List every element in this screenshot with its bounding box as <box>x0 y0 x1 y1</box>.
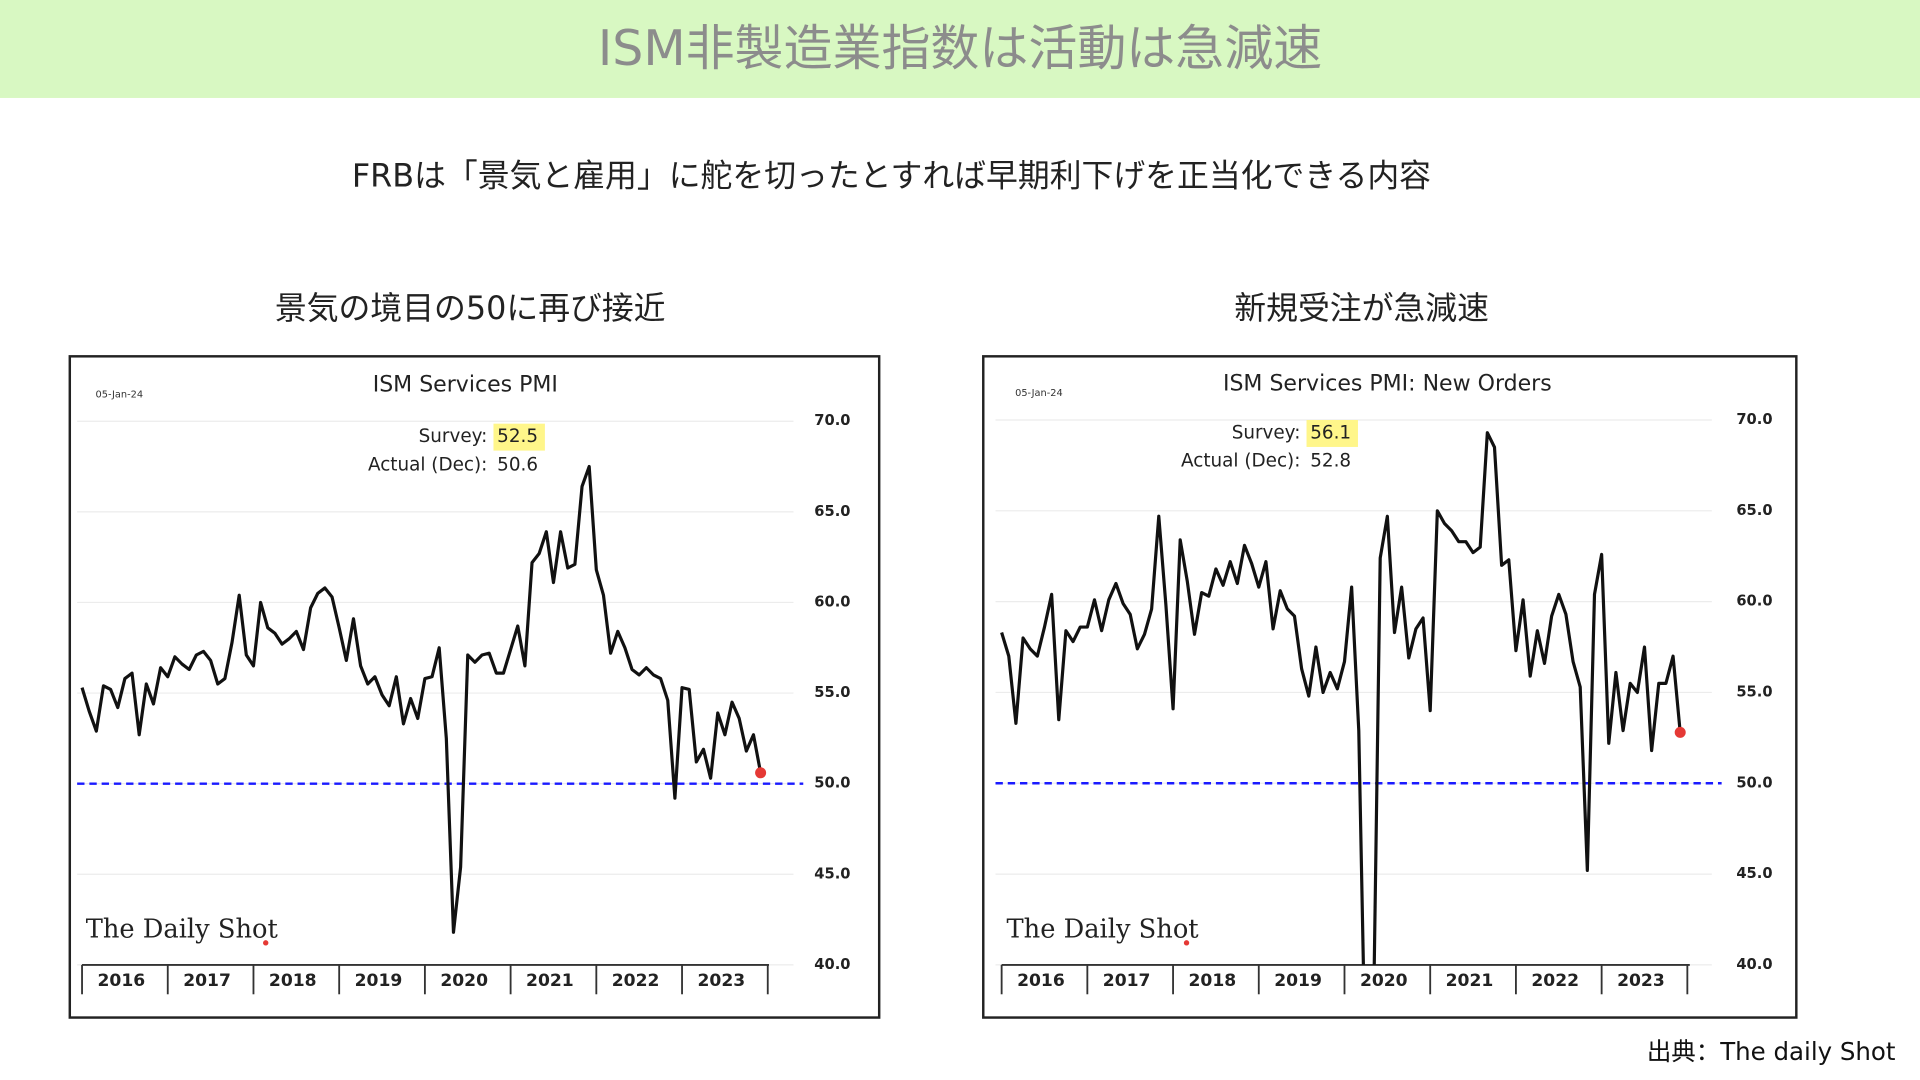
x-tick-label: 2019 <box>1274 971 1322 991</box>
y-tick-label: 60.0 <box>1736 593 1772 610</box>
panel-heading: 景気の境目の50に再び接近 <box>275 289 666 327</box>
y-tick-label: 50.0 <box>1736 774 1772 791</box>
logo-dot <box>1183 940 1190 946</box>
date-label: 05-Jan-24 <box>96 389 144 400</box>
chart-title: ISM Services PMI <box>373 373 558 398</box>
logo: The Daily Shot <box>86 915 279 945</box>
x-tick-label: 2023 <box>697 971 745 991</box>
actual-value: 52.8 <box>1310 451 1351 472</box>
y-tick-label: 40.0 <box>1736 956 1772 973</box>
date-label: 05-Jan-24 <box>1015 388 1063 399</box>
y-tick-label: 40.0 <box>814 956 850 973</box>
chart-frame <box>982 355 1798 1019</box>
y-tick-label: 60.0 <box>814 593 850 610</box>
survey-highlight <box>1306 420 1358 447</box>
panel-heading: 新規受注が急減速 <box>1234 289 1489 327</box>
x-tick-label: 2019 <box>355 971 403 991</box>
actual-label: Actual (Dec): <box>368 454 487 475</box>
y-tick-label: 65.0 <box>1736 502 1772 519</box>
y-tick-label: 70.0 <box>1736 411 1772 428</box>
plot <box>1000 431 1682 965</box>
logo: The Daily Shot <box>1007 915 1200 945</box>
data-line <box>1000 431 1682 965</box>
x-tick-label: 2016 <box>1017 971 1065 991</box>
header-band <box>0 0 1920 98</box>
subtitle: FRBは「景気と雇用」に舵を切ったとすれば早期利下げを正当化できる内容 <box>352 157 1431 195</box>
x-tick-label: 2020 <box>1360 971 1408 991</box>
y-tick-label: 55.0 <box>814 684 850 701</box>
chart-frame <box>68 355 881 1019</box>
y-tick-label: 45.0 <box>1736 865 1772 882</box>
data-line <box>80 464 763 934</box>
x-tick-label: 2022 <box>612 971 660 991</box>
y-tick-label: 65.0 <box>814 503 850 520</box>
chart-title: ISM Services PMI: New Orders <box>1223 371 1552 396</box>
x-tick-label: 2022 <box>1531 971 1579 991</box>
last-point <box>1674 726 1686 738</box>
x-tick-label: 2023 <box>1617 971 1665 991</box>
x-tick-label: 2021 <box>526 971 574 991</box>
slide-title: ISM非製造業指数は活動は急減速 <box>598 20 1322 77</box>
survey-label: Survey: <box>419 426 488 447</box>
source: 出典：The daily Shot <box>1647 1037 1896 1066</box>
x-tick-label: 2018 <box>269 971 317 991</box>
y-tick-label: 50.0 <box>814 775 850 792</box>
survey-label: Survey: <box>1232 422 1301 443</box>
x-tick-label: 2021 <box>1446 971 1494 991</box>
survey-highlight <box>493 423 545 451</box>
plot <box>80 464 763 934</box>
actual-label: Actual (Dec): <box>1181 451 1300 472</box>
survey-value: 56.1 <box>1310 422 1351 443</box>
x-tick-label: 2017 <box>183 971 231 991</box>
y-tick-label: 70.0 <box>814 412 850 429</box>
actual-value: 50.6 <box>497 454 538 475</box>
x-tick-label: 2018 <box>1189 971 1237 991</box>
y-tick-label: 45.0 <box>814 865 850 882</box>
x-tick-label: 2017 <box>1103 971 1151 991</box>
survey-value: 52.5 <box>497 426 538 447</box>
x-tick-label: 2016 <box>97 971 145 991</box>
last-point <box>755 767 767 779</box>
y-tick-label: 55.0 <box>1736 683 1772 700</box>
x-tick-label: 2020 <box>440 971 488 991</box>
logo-dot <box>263 940 269 946</box>
